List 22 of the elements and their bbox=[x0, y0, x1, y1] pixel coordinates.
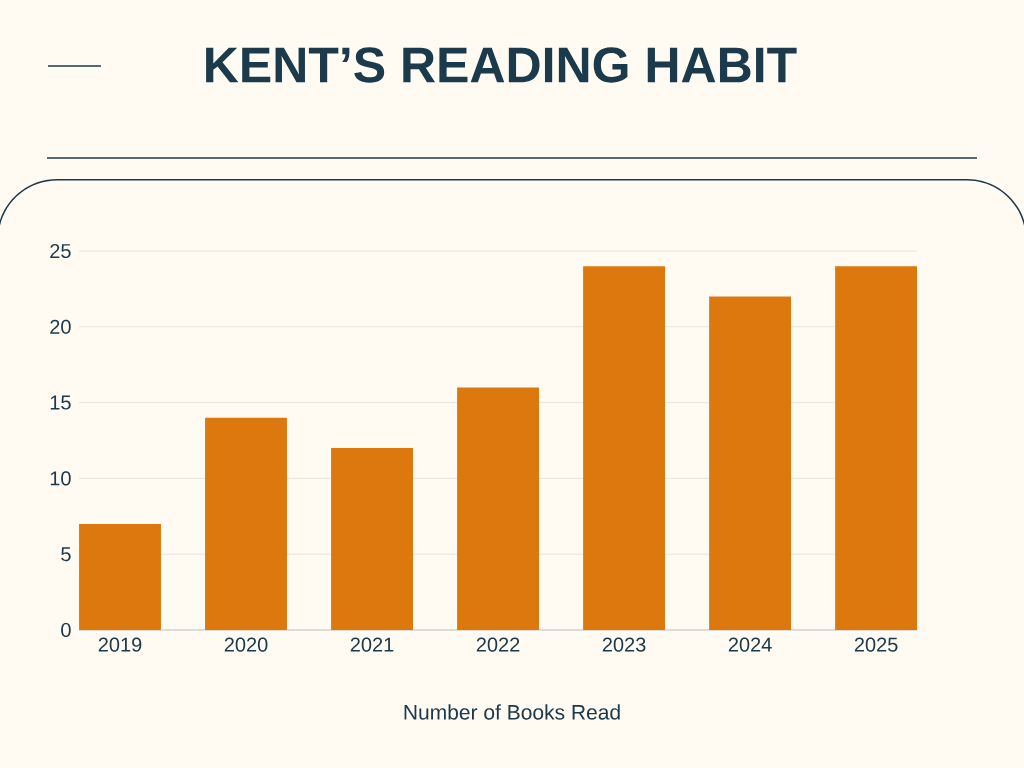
y-tick-label: 0 bbox=[61, 622, 71, 638]
bar bbox=[583, 266, 666, 630]
y-tick-label: 15 bbox=[50, 395, 71, 410]
x-tick-label: 2025 bbox=[854, 637, 898, 652]
x-tick-label: 2020 bbox=[224, 637, 268, 652]
bar bbox=[205, 417, 287, 630]
y-tick-label: 25 bbox=[50, 243, 71, 259]
bar bbox=[709, 296, 792, 630]
x-tick-label: 2024 bbox=[728, 637, 772, 652]
x-tick-label: 2023 bbox=[602, 637, 646, 652]
x-tick-label: 2022 bbox=[476, 637, 520, 652]
x-tick-label: 2021 bbox=[350, 637, 394, 652]
bar bbox=[79, 523, 161, 630]
bar bbox=[457, 387, 540, 630]
x-tick-label: 2019 bbox=[98, 637, 142, 652]
y-tick-label: 5 bbox=[61, 547, 71, 562]
chart-title: KENT’S READING HABIT bbox=[206, 47, 797, 83]
y-tick-label: 10 bbox=[50, 471, 71, 486]
x-axis-title: Number of Books Read bbox=[404, 704, 620, 720]
bar bbox=[331, 448, 413, 630]
y-tick-label: 20 bbox=[50, 319, 71, 334]
bar bbox=[835, 266, 918, 630]
